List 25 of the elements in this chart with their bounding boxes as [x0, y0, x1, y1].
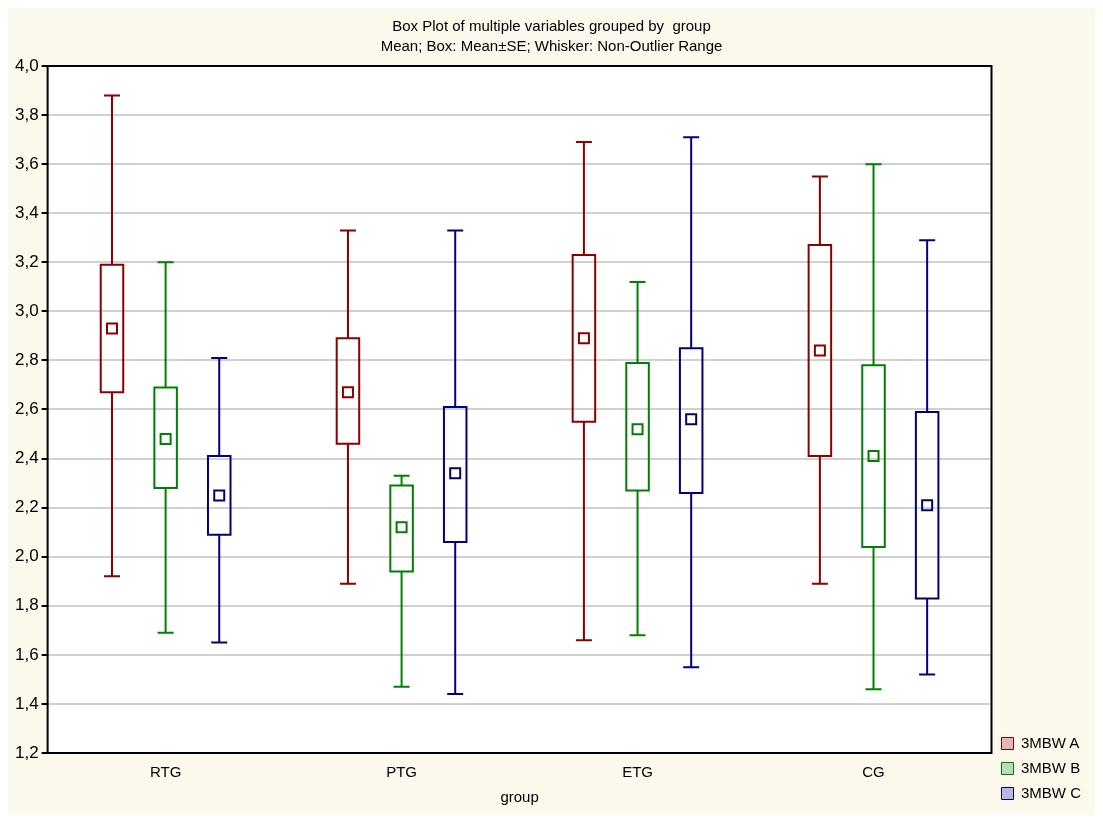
x-axis-title: group — [500, 788, 539, 806]
y-tick-label: 1,8 — [14, 595, 39, 615]
y-tick-label: 2,6 — [14, 399, 39, 419]
chart-title: Box Plot of multiple variables grouped by group — [392, 17, 711, 35]
y-tick-label: 3,2 — [14, 251, 39, 271]
y-tick-label: 2,0 — [14, 546, 39, 566]
y-tick-label: 2,4 — [14, 448, 39, 468]
legend-label: 3MBW B — [1021, 758, 1081, 776]
y-tick-label: 3,0 — [14, 301, 39, 321]
y-tick-label: 3,8 — [14, 104, 39, 124]
x-tick-label: CG — [862, 763, 885, 781]
y-tick-label: 3,4 — [14, 202, 39, 222]
y-tick-label: 1,6 — [14, 644, 39, 664]
legend-label: 3MBW A — [1021, 733, 1080, 751]
y-tick-label: 2,2 — [14, 497, 39, 517]
y-tick-label: 3,6 — [14, 153, 39, 173]
x-tick-label: PTG — [386, 763, 417, 781]
y-tick-label: 1,2 — [14, 742, 39, 762]
x-tick-label: ETG — [622, 763, 653, 781]
legend-label: 3MBW C — [1021, 783, 1082, 801]
y-tick-label: 1,4 — [14, 693, 39, 713]
x-tick-label: RTG — [149, 763, 182, 781]
chart-subtitle: Mean; Box: Mean±SE; Whisker: Non-Outlier Range — [380, 37, 723, 55]
y-tick-label: 4,0 — [14, 55, 39, 75]
y-tick-label: 2,8 — [14, 350, 39, 370]
